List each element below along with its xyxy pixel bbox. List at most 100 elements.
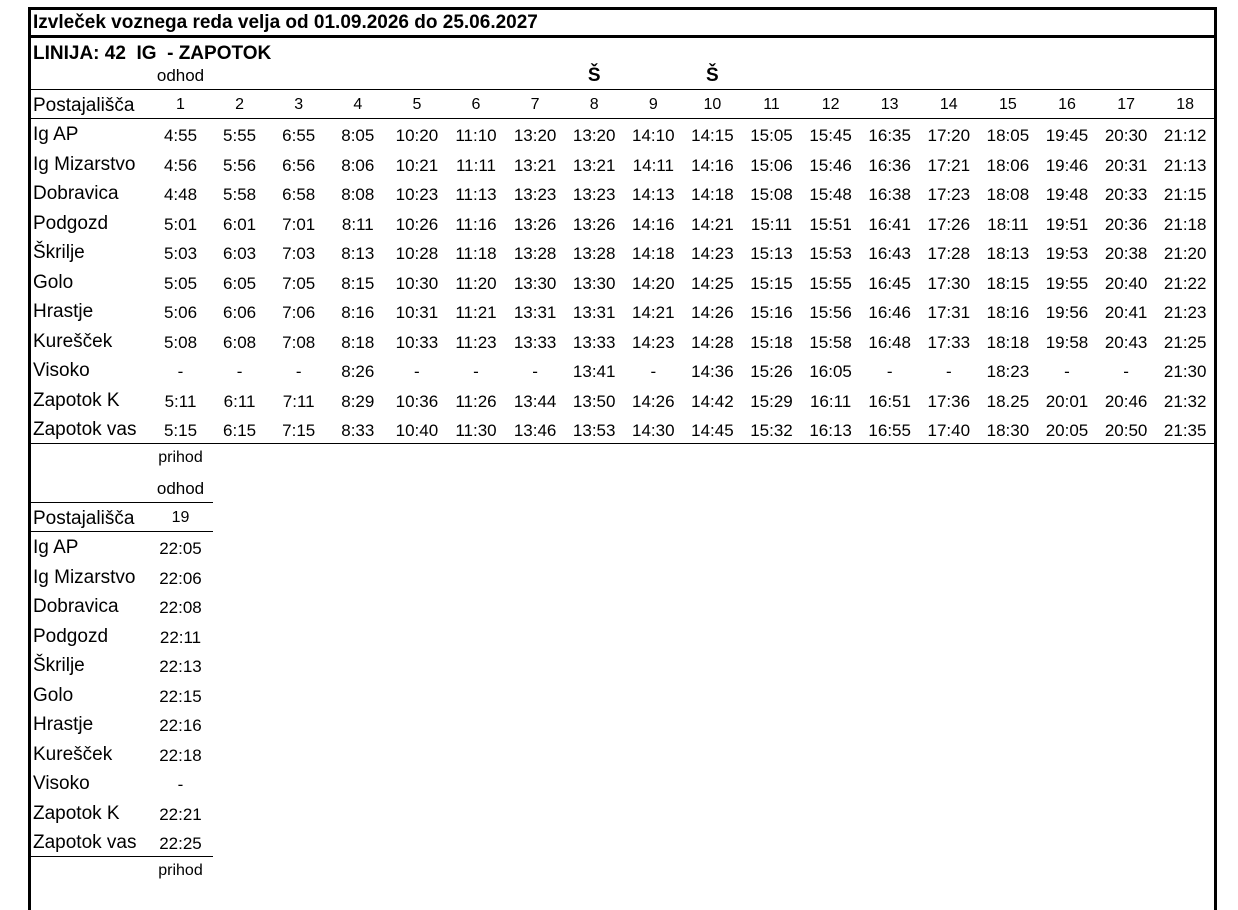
- time: 14:28: [691, 332, 734, 352]
- time: 10:36: [395, 391, 439, 411]
- time: 20:40: [1104, 273, 1148, 293]
- time: 13:30: [513, 273, 557, 293]
- time: 10:28: [395, 244, 439, 263]
- time: 8:33: [341, 421, 375, 440]
- time: -: [473, 362, 479, 381]
- column-number: 15: [998, 96, 1017, 113]
- time: 13:46: [513, 421, 557, 440]
- time: 18:16: [986, 303, 1030, 322]
- time: 18:08: [986, 185, 1030, 204]
- column-number: 16: [1058, 96, 1076, 113]
- time: 4:48: [163, 185, 198, 204]
- time: 6:06: [223, 303, 257, 322]
- time: -: [886, 362, 893, 381]
- time: 5:01: [163, 214, 198, 234]
- time: 15:06: [750, 155, 793, 175]
- time: 8:08: [341, 185, 375, 204]
- time: 5:11: [164, 391, 197, 411]
- arrival-label: prihod: [158, 861, 203, 879]
- time: 14:18: [691, 185, 734, 204]
- time: 13:23: [513, 185, 557, 204]
- time: 16:05: [809, 362, 852, 381]
- time: 15:51: [809, 214, 852, 234]
- time: 11:10: [455, 126, 497, 145]
- time: 13:31: [513, 303, 557, 322]
- rule: [31, 531, 213, 532]
- time: 15:55: [809, 273, 852, 293]
- time: 7:08: [282, 332, 316, 352]
- time: 18:30: [986, 421, 1030, 440]
- time: 22:06: [159, 568, 202, 588]
- stop-name: Dobravica: [33, 183, 119, 204]
- time: 20:46: [1104, 391, 1148, 411]
- column-number: 11: [763, 96, 780, 113]
- time: 18:23: [986, 362, 1030, 381]
- time: 11:26: [455, 391, 497, 411]
- time: 17:30: [927, 273, 971, 293]
- time: 19:45: [1045, 126, 1089, 145]
- time: 21:12: [1163, 126, 1207, 145]
- stop-name: Ig Mizarstvo: [33, 153, 136, 175]
- time: 19:48: [1045, 185, 1089, 204]
- time: 15:48: [809, 185, 852, 204]
- time: 14:16: [632, 214, 675, 234]
- time: 13:30: [572, 273, 616, 293]
- time: 6:55: [282, 126, 316, 145]
- time: 14:30: [632, 421, 675, 440]
- time: 15:26: [750, 362, 793, 381]
- time: 16:38: [868, 185, 911, 204]
- time: 15:53: [809, 244, 852, 263]
- time: 22:16: [159, 716, 202, 735]
- time: 22:05: [159, 539, 202, 558]
- time: -: [532, 362, 538, 381]
- time: 22:21: [159, 804, 202, 824]
- time: 6:58: [282, 185, 316, 204]
- time: 16:35: [868, 126, 911, 145]
- stop-name: Ig AP: [33, 124, 79, 145]
- title-rule: [28, 35, 1217, 38]
- column-number: 1: [176, 96, 185, 113]
- time: 18.25: [986, 391, 1030, 411]
- time: 17:31: [927, 303, 971, 322]
- column-number: 10: [703, 96, 722, 113]
- time: 15:18: [750, 332, 793, 352]
- time: 14:15: [691, 126, 734, 145]
- time: 20:31: [1104, 155, 1148, 175]
- time: 6:56: [282, 155, 316, 175]
- time: 8:11: [341, 214, 374, 234]
- time: 11:11: [455, 155, 497, 175]
- time: 16:51: [868, 391, 911, 411]
- time: 10:21: [395, 155, 439, 175]
- time: 17:33: [927, 332, 971, 352]
- time: 17:40: [927, 421, 971, 440]
- time: 10:20: [395, 126, 439, 145]
- time: -: [295, 362, 302, 381]
- column-number: 2: [235, 96, 245, 113]
- time: 10:30: [395, 273, 439, 293]
- time: 11:20: [455, 273, 497, 293]
- time: 15:05: [750, 126, 793, 145]
- stop-name: Podgozd: [33, 625, 109, 647]
- stop-name: Ig Mizarstvo: [33, 566, 136, 588]
- column-number: 9: [648, 96, 658, 113]
- stop-name: Dobravica: [33, 596, 119, 617]
- time: 14:11: [632, 155, 674, 175]
- time: 18:18: [986, 332, 1030, 352]
- stop-name: Škrilje: [33, 655, 85, 676]
- time: 15:58: [809, 332, 852, 352]
- time: 13:28: [572, 244, 616, 263]
- time: 6:05: [223, 273, 257, 293]
- time: 6:11: [223, 391, 256, 411]
- time: 15:15: [750, 273, 793, 293]
- departure-label: odhod: [156, 66, 205, 85]
- time: -: [236, 362, 243, 381]
- time: 13:21: [513, 155, 557, 175]
- time: 8:29: [341, 391, 375, 411]
- time: -: [177, 362, 184, 381]
- time: 17:36: [927, 391, 971, 411]
- time: 14:42: [691, 391, 734, 411]
- day-marker: Š: [587, 65, 601, 86]
- time: 19:46: [1045, 155, 1089, 175]
- time: 16:43: [868, 244, 911, 263]
- time: 17:26: [927, 214, 971, 234]
